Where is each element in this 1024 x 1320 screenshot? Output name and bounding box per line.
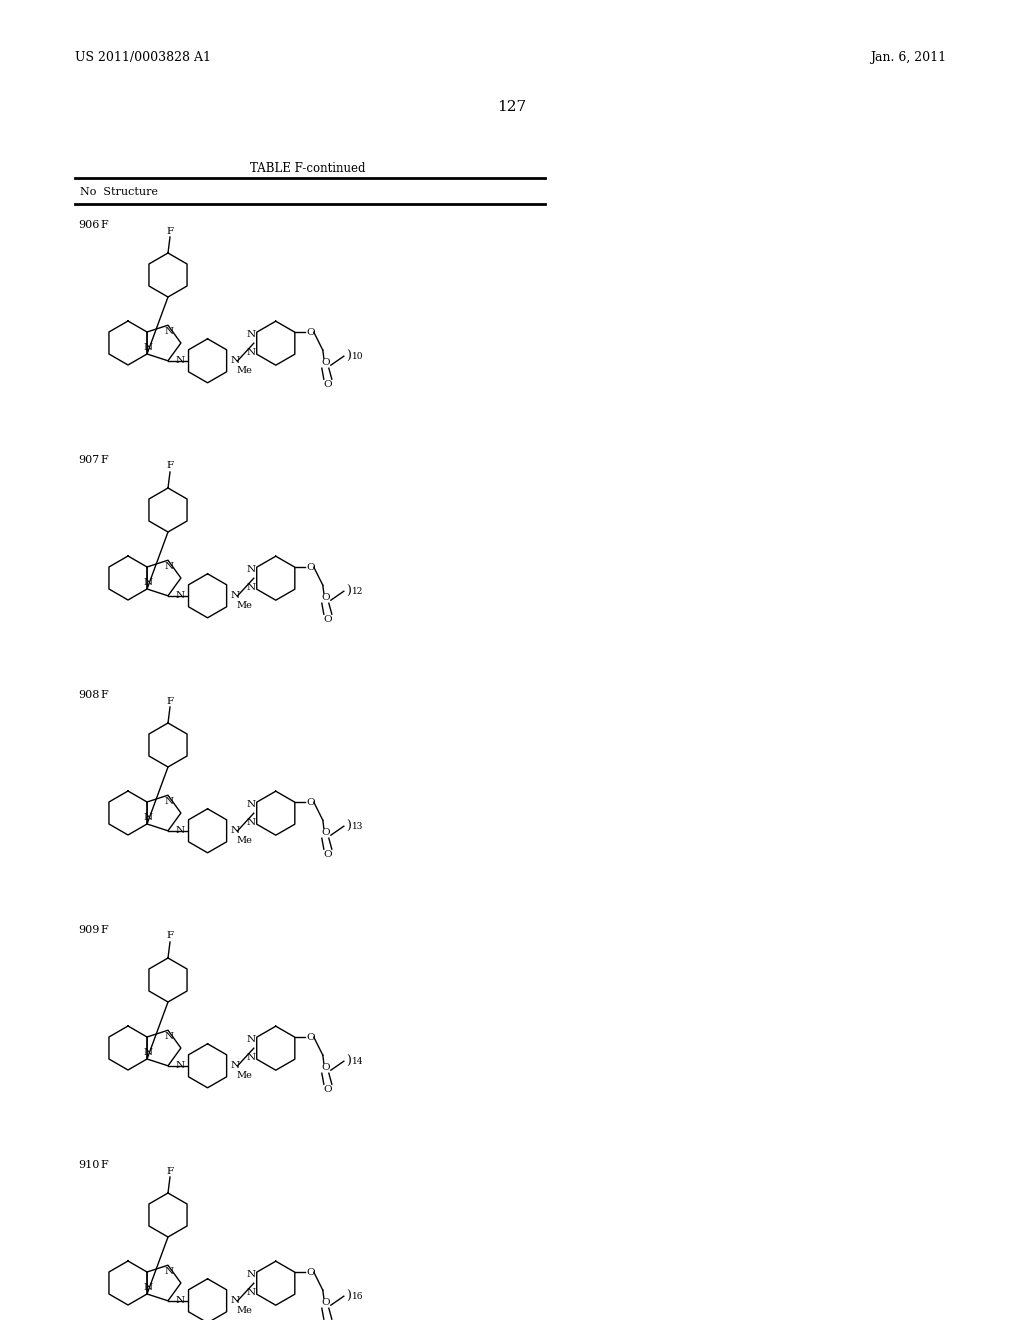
Text: N: N [143, 578, 153, 587]
Text: N: N [165, 797, 173, 807]
Text: US 2011/0003828 A1: US 2011/0003828 A1 [75, 51, 211, 65]
Text: 16: 16 [352, 1292, 364, 1302]
Text: N: N [175, 356, 184, 366]
Text: N: N [143, 813, 153, 822]
Text: 12: 12 [352, 587, 364, 597]
Text: O: O [307, 1032, 315, 1041]
Text: N: N [247, 565, 256, 574]
Text: F: F [100, 1160, 108, 1170]
Text: F: F [167, 932, 173, 940]
Text: 908: 908 [78, 690, 99, 700]
Text: N: N [230, 1061, 240, 1071]
Text: N: N [165, 1032, 173, 1041]
Text: Me: Me [237, 837, 253, 845]
Text: O: O [322, 828, 330, 837]
Text: O: O [307, 797, 315, 807]
Text: F: F [167, 697, 173, 705]
Text: N: N [247, 1035, 256, 1044]
Text: 910: 910 [78, 1160, 99, 1170]
Text: N: N [230, 826, 240, 836]
Text: Me: Me [237, 366, 253, 375]
Text: 14: 14 [352, 1057, 364, 1067]
Text: 907: 907 [78, 455, 99, 465]
Text: F: F [100, 925, 108, 935]
Text: O: O [324, 380, 332, 388]
Text: ): ) [346, 1290, 350, 1303]
Text: F: F [100, 455, 108, 465]
Text: 127: 127 [498, 100, 526, 114]
Text: O: O [322, 1063, 330, 1072]
Text: 13: 13 [352, 822, 364, 832]
Text: O: O [307, 1267, 315, 1276]
Text: F: F [100, 220, 108, 230]
Text: N: N [247, 817, 256, 826]
Text: O: O [324, 1085, 332, 1094]
Text: N: N [175, 826, 184, 836]
Text: 909: 909 [78, 925, 99, 935]
Text: N: N [175, 591, 184, 601]
Text: N: N [175, 1296, 184, 1305]
Text: ): ) [346, 585, 350, 598]
Text: Jan. 6, 2011: Jan. 6, 2011 [870, 51, 946, 65]
Text: N: N [247, 1052, 256, 1061]
Text: F: F [167, 1167, 173, 1176]
Text: N: N [165, 1267, 173, 1276]
Text: N: N [247, 1288, 256, 1296]
Text: O: O [324, 850, 332, 859]
Text: 906: 906 [78, 220, 99, 230]
Text: No  Structure: No Structure [80, 187, 158, 197]
Text: N: N [247, 1270, 256, 1279]
Text: N: N [143, 1283, 153, 1292]
Text: N: N [230, 356, 240, 366]
Text: Me: Me [237, 1307, 253, 1315]
Text: O: O [307, 562, 315, 572]
Text: ): ) [346, 1055, 350, 1068]
Text: 10: 10 [352, 352, 364, 362]
Text: N: N [247, 330, 256, 339]
Text: TABLE F-continued: TABLE F-continued [250, 161, 366, 174]
Text: Me: Me [237, 1072, 253, 1080]
Text: O: O [307, 327, 315, 337]
Text: N: N [143, 343, 153, 352]
Text: F: F [167, 462, 173, 470]
Text: Me: Me [237, 602, 253, 610]
Text: F: F [167, 227, 173, 235]
Text: N: N [143, 1048, 153, 1057]
Text: O: O [322, 1298, 330, 1307]
Text: ): ) [346, 350, 350, 363]
Text: N: N [230, 1296, 240, 1305]
Text: N: N [247, 800, 256, 809]
Text: O: O [324, 615, 332, 623]
Text: ): ) [346, 820, 350, 833]
Text: N: N [165, 562, 173, 572]
Text: N: N [247, 347, 256, 356]
Text: O: O [322, 358, 330, 367]
Text: F: F [100, 690, 108, 700]
Text: N: N [247, 582, 256, 591]
Text: N: N [165, 327, 173, 337]
Text: O: O [322, 593, 330, 602]
Text: N: N [175, 1061, 184, 1071]
Text: N: N [230, 591, 240, 601]
